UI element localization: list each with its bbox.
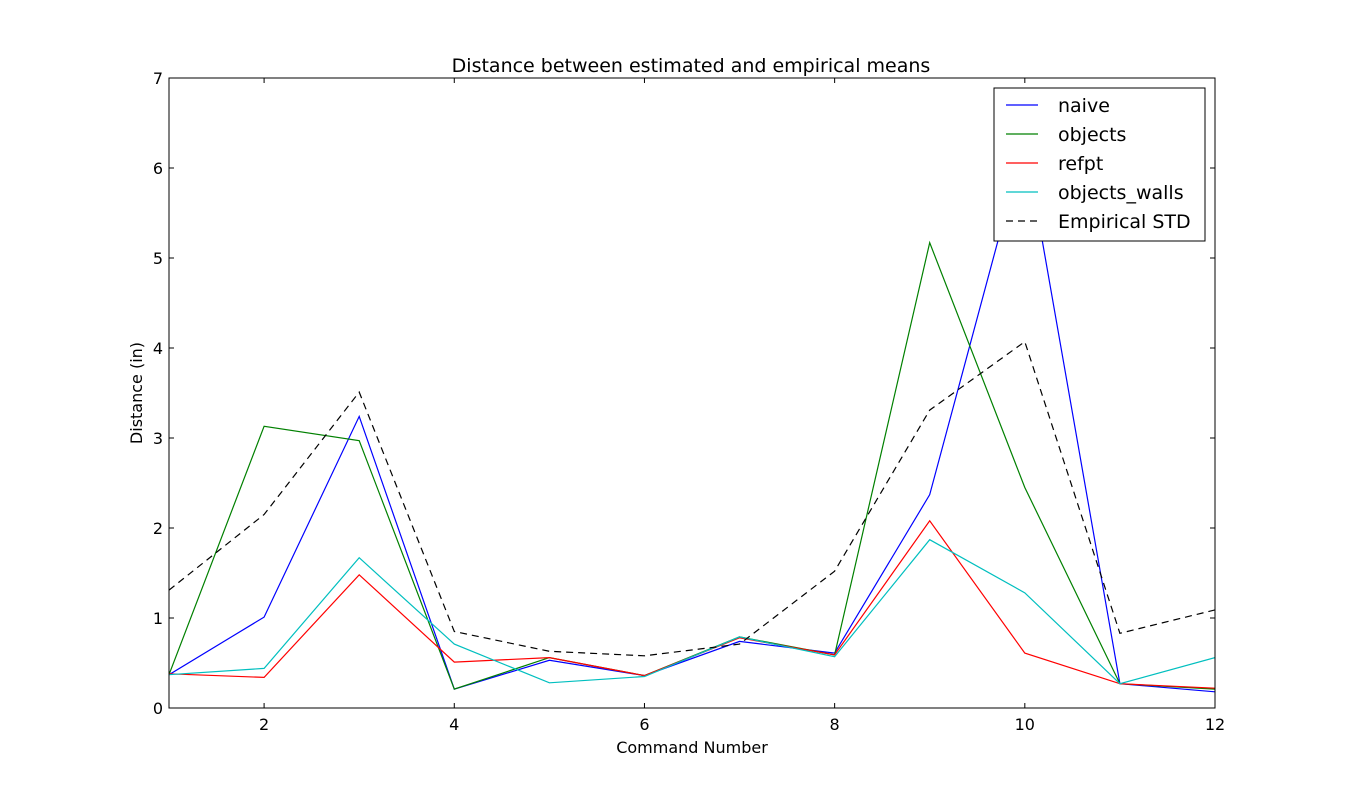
series-line-empirical-std bbox=[169, 340, 1215, 657]
x-tick-label: 4 bbox=[449, 715, 459, 734]
legend-label: refpt bbox=[1058, 153, 1103, 175]
plot-frame bbox=[168, 77, 1216, 709]
x-tick-label: 10 bbox=[1015, 715, 1035, 734]
y-tick-label: 1 bbox=[153, 609, 163, 628]
legend-label: naive bbox=[1058, 95, 1110, 117]
legend-label: objects_walls bbox=[1058, 182, 1184, 204]
y-tick-label: 5 bbox=[153, 249, 163, 268]
x-tick-label: 6 bbox=[639, 715, 649, 734]
x-tick-label: 2 bbox=[259, 715, 269, 734]
x-tick-label: 8 bbox=[830, 715, 840, 734]
y-tick-label: 2 bbox=[153, 519, 163, 538]
series-line-objects bbox=[169, 240, 1215, 690]
legend-label: objects bbox=[1058, 124, 1126, 146]
y-tick-label: 3 bbox=[153, 429, 163, 448]
series-line-objects-walls bbox=[169, 538, 1215, 685]
legend-box bbox=[993, 87, 1206, 242]
y-tick-label: 0 bbox=[153, 699, 163, 718]
x-tick-label: 12 bbox=[1205, 715, 1225, 734]
legend: naive objects refpt objects_walls Empirical … bbox=[993, 87, 1206, 242]
y-axis-label: Distance (in) bbox=[127, 342, 146, 444]
chart-title: Distance between estimated and empirical… bbox=[452, 55, 931, 77]
y-tick-label: 7 bbox=[153, 69, 163, 88]
x-axis-label: Command Number bbox=[616, 738, 768, 757]
y-tick-label: 6 bbox=[153, 159, 163, 178]
y-tick-label: 4 bbox=[153, 339, 163, 358]
series-line-refpt bbox=[169, 519, 1215, 689]
legend-label: Empirical STD bbox=[1058, 211, 1191, 233]
